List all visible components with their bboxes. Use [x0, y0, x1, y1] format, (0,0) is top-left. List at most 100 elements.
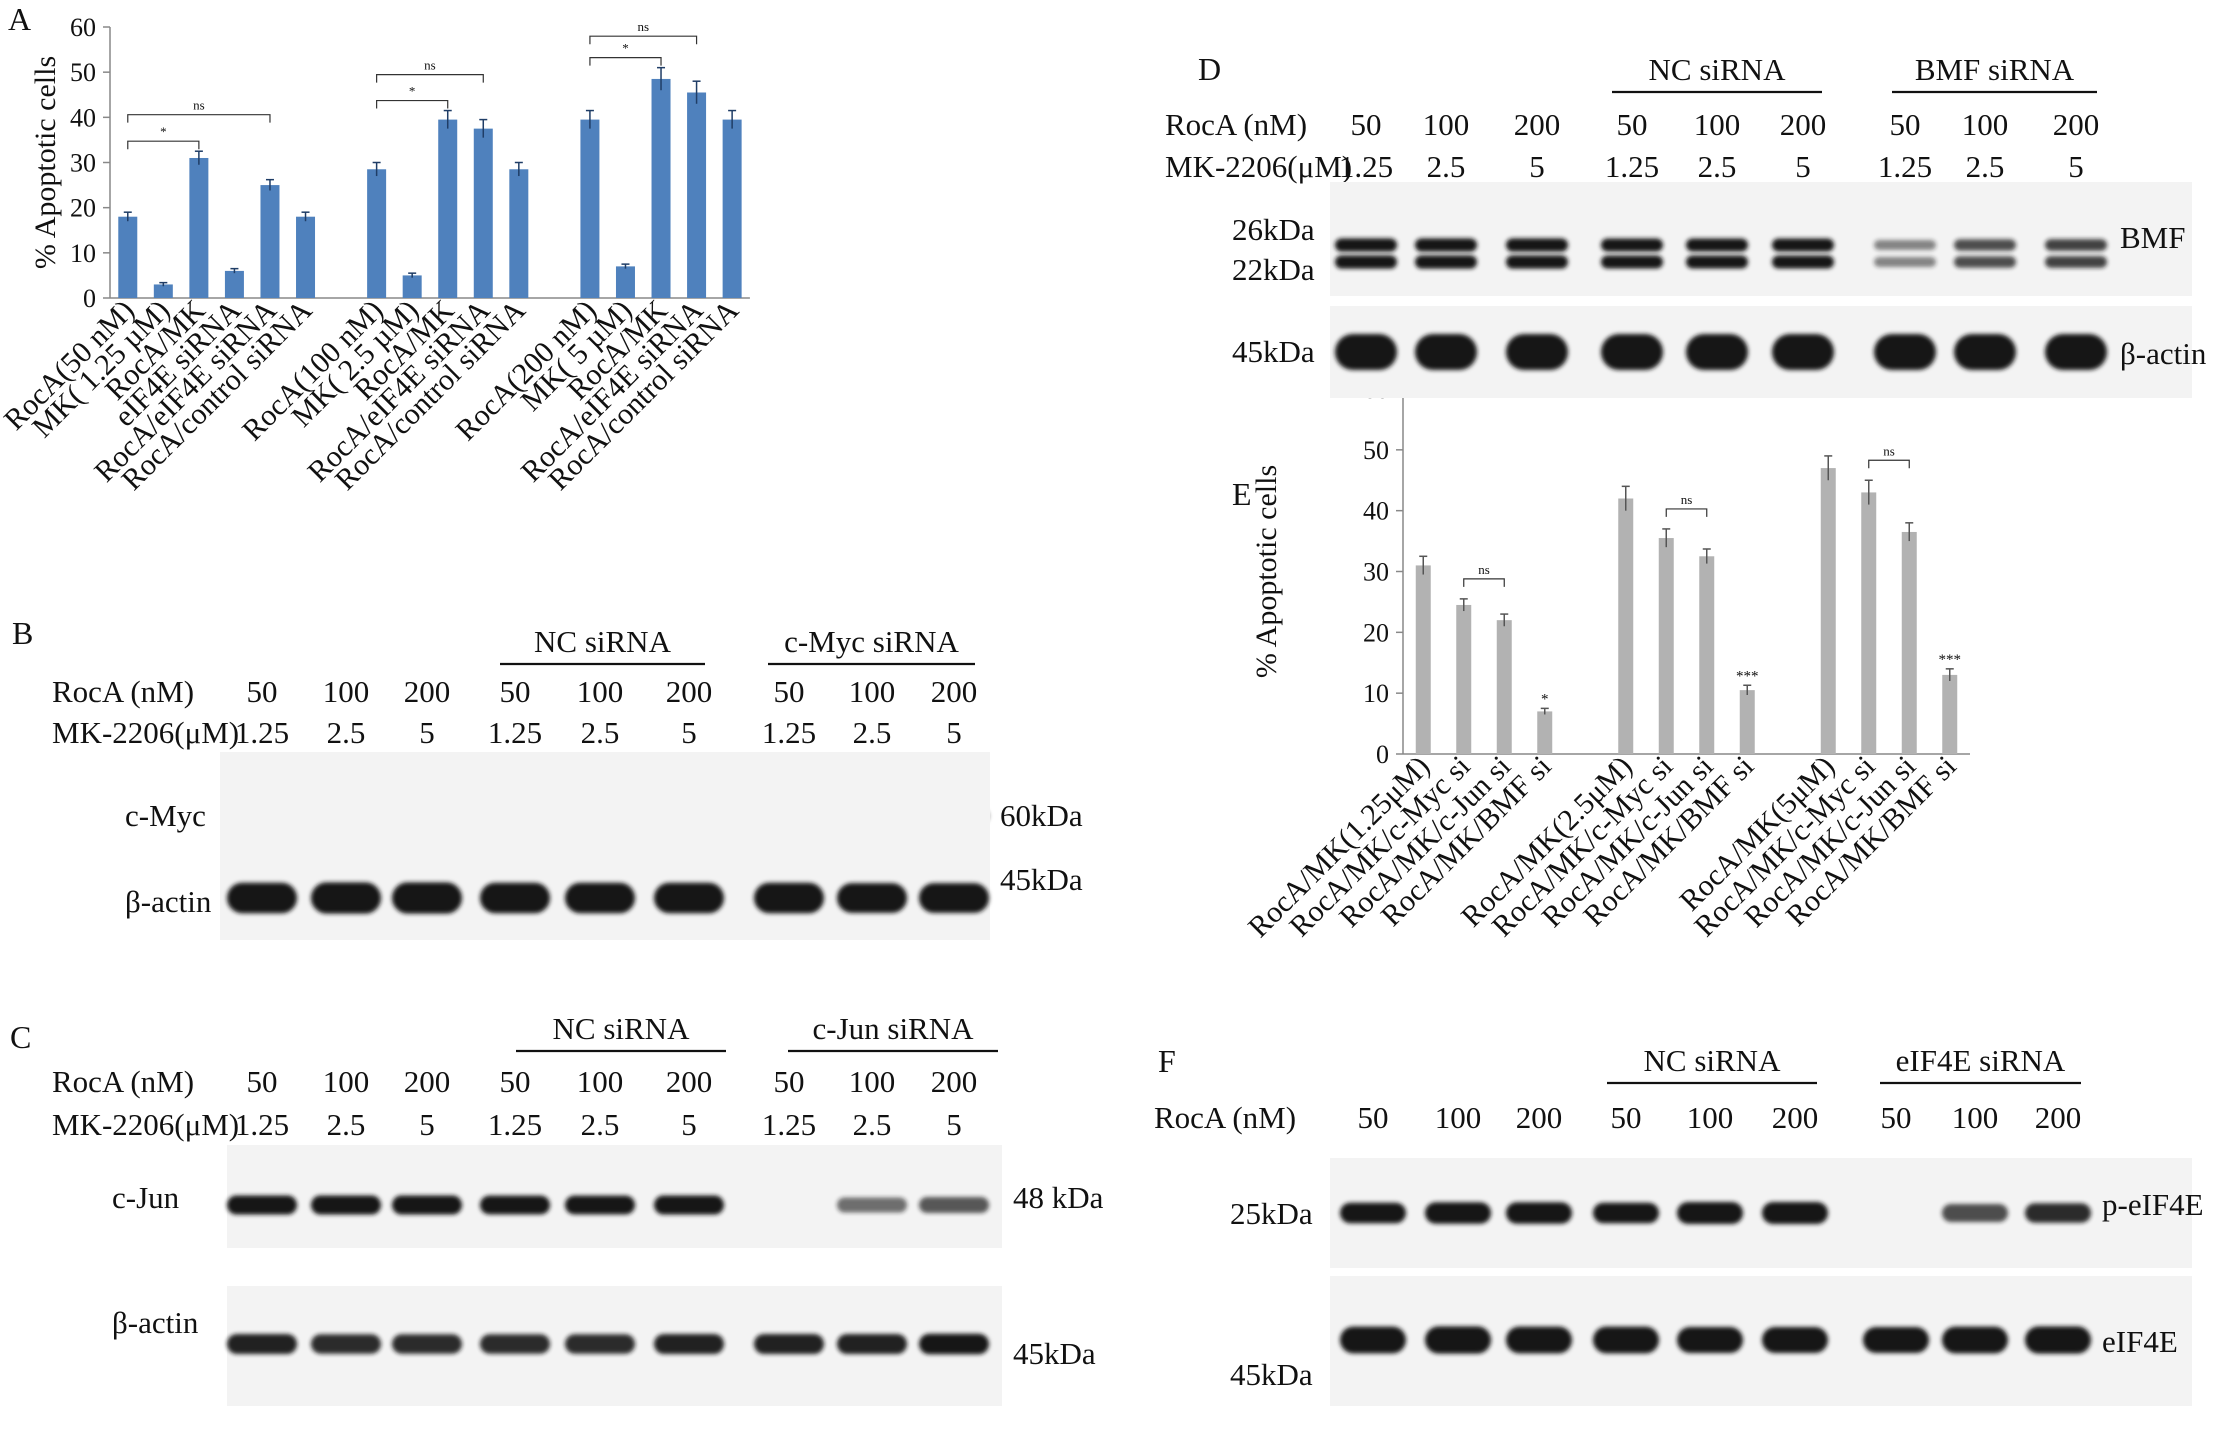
right-label-bmf: BMF — [2120, 220, 2185, 255]
bar-roca-mk — [438, 119, 458, 298]
dose-label: 50 — [774, 674, 805, 709]
dose-label: 50 — [1351, 107, 1382, 142]
band-actin — [227, 882, 297, 914]
y-tick-label: 30 — [1363, 558, 1389, 587]
dose-label: 5 — [681, 1107, 697, 1142]
bar-roca-control-sirna — [722, 119, 742, 298]
dose-label: 50 — [774, 1064, 805, 1099]
band-bmf — [1601, 255, 1663, 269]
band-p-eif4e — [1425, 1202, 1491, 1224]
significance-label: * — [160, 124, 167, 139]
dose-label: 1.25 — [1878, 149, 1932, 184]
panel-letter-b: B — [12, 615, 33, 651]
dose-label: 200 — [1772, 1100, 1819, 1135]
bar-roca-mk — [189, 157, 209, 298]
dose-label: 1.25 — [762, 1107, 816, 1142]
dose-label: 100 — [577, 1064, 624, 1099]
dose-label: 100 — [849, 1064, 896, 1099]
bar-roca-50-nm — [118, 216, 138, 298]
dose-label: 2.5 — [581, 715, 620, 750]
band-p-eif4e — [1942, 1203, 2008, 1223]
y-axis-title: % Apoptotic cells — [1250, 465, 1283, 678]
band-actin — [654, 882, 724, 914]
band-bmf — [1335, 238, 1397, 252]
significance-label: *** — [1736, 668, 1759, 684]
band-actin — [837, 1333, 907, 1355]
band-bmf — [1686, 238, 1748, 252]
band-actin — [392, 882, 462, 914]
right-label-p-eif4e: p-eIF4E — [2102, 1187, 2204, 1222]
y-tick-label: 10 — [70, 239, 96, 268]
band-actin — [311, 1334, 381, 1354]
bar-roca-mk-1-25-m — [1415, 565, 1431, 754]
right-label-45kda: 45kDa — [1000, 862, 1083, 897]
group-label-c-jun-sirna: c-Jun siRNA — [812, 1011, 974, 1046]
dose-label: 5 — [1795, 149, 1811, 184]
y-tick-label: 40 — [70, 103, 96, 132]
row-label-mk-2206-m: MK-2206(μM) — [1165, 149, 1352, 184]
bar-roca-eif4e-sirna — [473, 128, 493, 298]
band-actin — [1874, 334, 1936, 370]
band-c-jun — [480, 1195, 550, 1215]
dose-label: 200 — [404, 1064, 451, 1099]
y-tick-label: 20 — [1363, 618, 1389, 647]
left-label-45kda: 45kDa — [1232, 334, 1315, 369]
bar-roca-mk-bmf-si — [1942, 674, 1958, 754]
band-p-eif4e — [2025, 1203, 2091, 1223]
y-tick-label: 50 — [1363, 436, 1389, 465]
panel-b-blot: NC siRNA c-Myc siRNA RocA (nM) 50 100 200 50 10… — [52, 624, 1083, 940]
band-eif4e — [2025, 1326, 2091, 1354]
panel-f-blot: NC siRNA eIF4E siRNA RocA (nM) 50 100 200 50 10… — [1154, 1043, 2204, 1406]
panel-d-blot: NC siRNA BMF siRNA RocA (nM) 50 100 200 50 100 2… — [1165, 52, 2207, 398]
band-actin — [754, 1333, 824, 1355]
dose-label: 200 — [931, 674, 978, 709]
dose-label: 100 — [1423, 107, 1470, 142]
dose-label: 5 — [419, 715, 435, 750]
dose-label: 200 — [2053, 107, 2100, 142]
band-eif4e — [1593, 1326, 1659, 1354]
significance-bracket — [589, 57, 662, 66]
band-c-jun — [392, 1195, 462, 1215]
band-actin — [919, 1333, 989, 1355]
bar-roca-mk-c-myc-si — [1456, 604, 1472, 754]
dose-label: 200 — [404, 674, 451, 709]
y-tick-label: 30 — [70, 149, 96, 178]
significance-label: * — [622, 41, 629, 56]
bar-roca-control-sirna — [509, 169, 529, 298]
band-eif4e — [1942, 1326, 2008, 1354]
left-label-c-jun: c-Jun — [112, 1180, 180, 1215]
right-label-48-kda: 48 kDa — [1013, 1180, 1104, 1215]
significance-label: ns — [1478, 562, 1490, 577]
band-actin — [837, 883, 907, 913]
bar-eif4e-sirna — [224, 270, 244, 298]
y-tick-label: 50 — [70, 58, 96, 87]
band-bmf — [1874, 257, 1936, 267]
dose-label: 5 — [2068, 149, 2084, 184]
dose-label: 5 — [946, 1107, 962, 1142]
significance-bracket — [1665, 508, 1708, 517]
dose-label: 2.5 — [1427, 149, 1466, 184]
band-eif4e — [1762, 1326, 1828, 1354]
bar-roca-mk-c-jun-si — [1699, 556, 1715, 754]
dose-label: 200 — [1780, 107, 1827, 142]
band-c-jun — [919, 1197, 989, 1213]
significance-bracket — [1868, 459, 1910, 469]
panel-letter-c: C — [10, 1019, 31, 1055]
significance-label: * — [1541, 691, 1549, 707]
significance-label: * — [409, 84, 416, 99]
band-actin — [565, 1334, 635, 1354]
significance-bracket — [376, 73, 484, 83]
band-actin — [1686, 334, 1748, 370]
row-label-roca-nm: RocA (nM) — [52, 1064, 194, 1099]
row-label-mk-2206-m: MK-2206(μM) — [52, 715, 239, 750]
band-c-jun — [565, 1195, 635, 1215]
band-bmf — [2045, 239, 2107, 251]
band-actin — [754, 882, 824, 914]
dose-label: 100 — [577, 674, 624, 709]
dose-label: 2.5 — [327, 715, 366, 750]
group-label-eif4e-sirna: eIF4E siRNA — [1896, 1043, 2066, 1078]
panel-letters: A D B E C F — [8, 1, 1252, 1079]
left-label-25kda: 25kDa — [1230, 1196, 1313, 1231]
bar-mk-2-5-m — [402, 275, 422, 298]
